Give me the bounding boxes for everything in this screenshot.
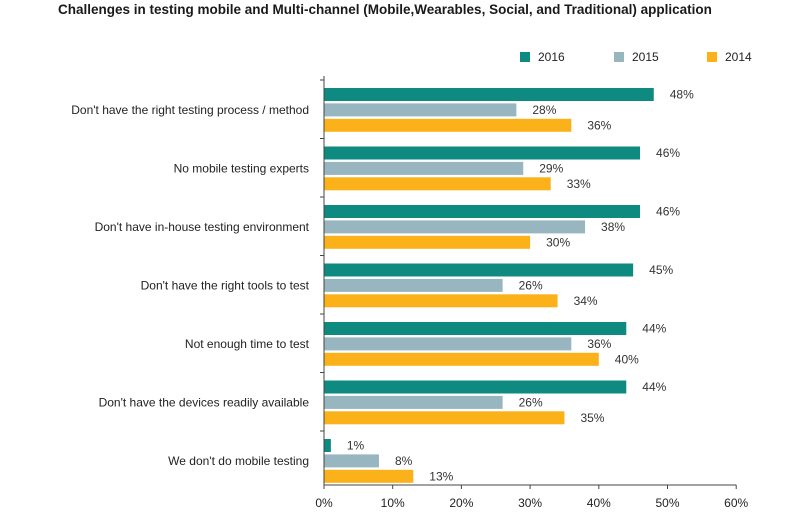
bar-2015 <box>324 220 586 234</box>
bar-2015 <box>324 103 517 117</box>
legend-label-2015: 2015 <box>632 50 659 64</box>
bar-2014 <box>324 411 565 425</box>
value-label-2014: 30% <box>546 235 570 249</box>
legend: 2016 2015 2014 <box>520 50 752 64</box>
chart-title: Challenges in testing mobile and Multi-c… <box>58 2 712 17</box>
x-tick-label: 40% <box>587 496 611 510</box>
bar-2016 <box>324 380 627 394</box>
value-label-2016: 48% <box>670 88 694 102</box>
bar-2016 <box>324 263 634 277</box>
value-label-2015: 29% <box>539 161 563 175</box>
value-label-2014: 13% <box>429 469 453 483</box>
x-tick-label: 20% <box>449 496 473 510</box>
value-label-2016: 45% <box>649 263 673 277</box>
value-label-2016: 46% <box>656 146 680 160</box>
bar-2014 <box>324 294 558 308</box>
category-label: No mobile testing experts <box>174 161 309 175</box>
category-label: Don't have the right testing process / m… <box>71 103 309 117</box>
legend-swatch-2016 <box>520 52 530 62</box>
value-label-2016: 1% <box>347 439 365 453</box>
value-label-2015: 26% <box>519 278 543 292</box>
value-label-2015: 26% <box>519 395 543 409</box>
category-label: We don't do mobile testing <box>168 454 309 468</box>
value-label-2014: 40% <box>615 352 639 366</box>
x-tick-label: 30% <box>518 496 542 510</box>
value-label-2015: 28% <box>532 103 556 117</box>
category-labels: Don't have the right testing process / m… <box>71 103 309 468</box>
x-tick-label: 50% <box>655 496 679 510</box>
bar-2016 <box>324 322 627 335</box>
value-label-2014: 33% <box>567 177 591 191</box>
bar-2015 <box>324 454 379 468</box>
bar-2014 <box>324 118 572 132</box>
value-label-2015: 38% <box>601 220 625 234</box>
legend-swatch-2014 <box>707 52 717 62</box>
value-label-2016: 44% <box>642 322 666 336</box>
value-label-2016: 46% <box>656 205 680 219</box>
bar-2015 <box>324 161 524 175</box>
category-label: Not enough time to test <box>185 337 310 351</box>
category-label: Don't have in-house testing environment <box>95 220 310 234</box>
x-tick-label: 10% <box>381 496 405 510</box>
x-tick-label: 0% <box>315 496 333 510</box>
legend-label-2014: 2014 <box>725 50 752 64</box>
value-label-2014: 34% <box>574 294 598 308</box>
bar-2015 <box>324 278 503 292</box>
bar-2014 <box>324 177 551 191</box>
x-axis: 0% 10% 20% 30% 40% 50% 60% <box>315 76 749 510</box>
bar-2016 <box>324 439 331 452</box>
value-label-2014: 36% <box>587 118 611 132</box>
value-label-2014: 35% <box>580 411 604 425</box>
bar-2016 <box>324 88 654 101</box>
bar-2015 <box>324 337 572 351</box>
bar-2014 <box>324 469 414 483</box>
bar-2016 <box>324 146 641 160</box>
x-tick-label: 60% <box>724 496 748 510</box>
value-label-2015: 36% <box>587 337 611 351</box>
value-label-2015: 8% <box>395 454 413 468</box>
legend-swatch-2015 <box>614 52 624 62</box>
category-label: Don't have the devices readily available <box>99 395 310 409</box>
legend-label-2016: 2016 <box>538 50 565 64</box>
category-label: Don't have the right tools to test <box>141 278 310 292</box>
bar-2016 <box>324 205 641 218</box>
value-label-2016: 44% <box>642 380 666 394</box>
bars: 48% 28% 36% 46% 29% 33% 46% 38% 30% 45% 26% 34% 44% 3… <box>324 88 694 483</box>
bar-2014 <box>324 235 531 249</box>
bar-2014 <box>324 352 599 366</box>
bar-2015 <box>324 395 503 409</box>
